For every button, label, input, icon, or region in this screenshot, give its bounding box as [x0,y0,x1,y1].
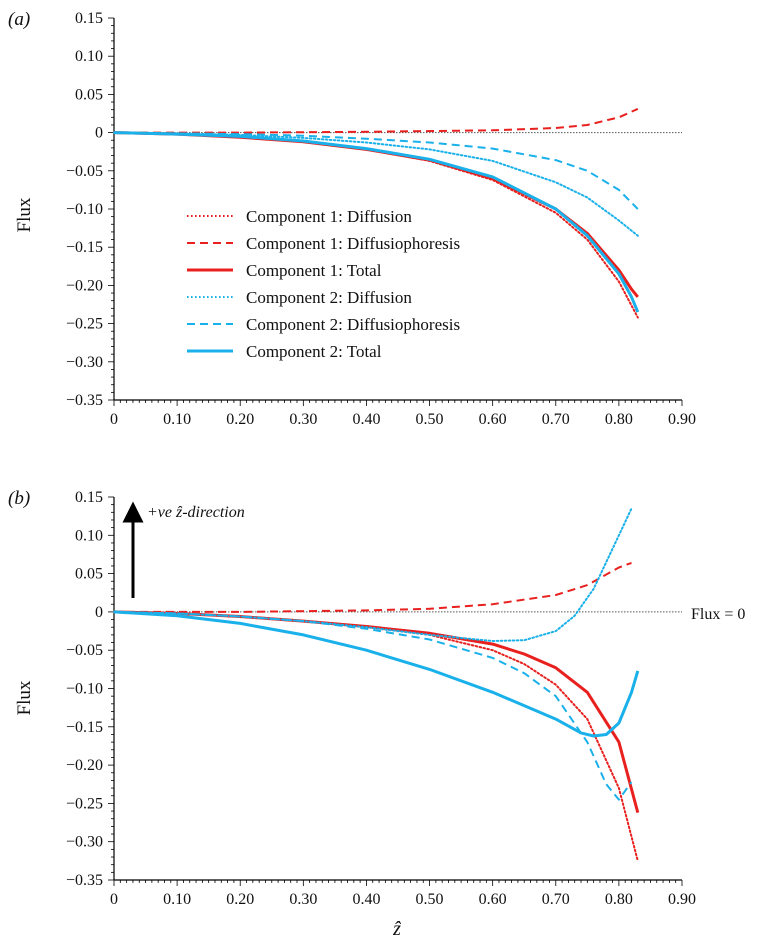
zero-flux-annotation: Flux = 0 [691,606,745,623]
series-line [113,131,640,313]
y-tick-label: −0.20 [66,277,103,294]
legend-label: Component 2: Diffusiophoresis [246,315,460,334]
legend-label: Component 1: Diffusion [246,207,412,226]
ticks-b: 0 0.10 0.20 0.30 0.40 0.50 0.60 0.70 0.80 0.90 0.1… [66,489,696,908]
y-tick-label: −0.20 [66,757,103,774]
y-tick-label: −0.05 [66,642,103,659]
direction-annotation: +ve ẑ-direction [147,504,245,521]
legend-label: Component 1: Total [246,261,382,280]
x-tick-label: 0.20 [226,411,254,428]
y-tick-label: −0.10 [66,681,103,698]
legend-label: Component 2: Total [246,342,382,361]
x-tick-label: 0.50 [416,891,444,908]
y-tick-label: −0.35 [66,872,103,889]
legend-label: Component 1: Diffusiophoresis [246,234,460,253]
series-line [114,561,632,613]
panel-a: (a) Flux 0 0.10 0.20 0.30 0.40 0.50 0.60 0.70 0.… [8,9,696,428]
x-tick-label: 0.10 [163,411,191,428]
x-tick-label: 0.30 [289,411,317,428]
ticks-a: 0 0.10 0.20 0.30 0.40 0.50 0.60 0.70 0.80 0.90 0.1… [66,10,696,428]
panel-b: (b) Flux ẑ 0 0.10 0.20 0.30 0.40 0.50 0.60 0.70… [8,488,745,940]
y-axis-label: Flux [14,197,35,232]
x-axis-label: ẑ [392,918,401,940]
x-tick-label: 0.40 [352,891,380,908]
y-tick-label: −0.30 [66,354,103,371]
series-line [113,131,639,210]
panel-label: (b) [8,488,30,509]
x-tick-label: 0.80 [605,891,633,908]
x-tick-label: 0.40 [352,411,380,428]
y-tick-label: −0.10 [66,201,103,218]
y-tick-label: 0.10 [75,48,103,65]
y-tick-label: −0.15 [66,239,103,256]
axes-b [108,496,683,886]
y-axis-label: Flux [14,680,35,715]
x-tick-label: 0.60 [479,891,507,908]
series-line [114,107,639,134]
y-tick-label: −0.30 [66,834,103,851]
x-tick-label: 0.30 [289,891,317,908]
y-tick-label: −0.25 [66,316,103,333]
series-b [113,507,640,862]
x-tick-label: 0.60 [479,411,507,428]
series-a [113,107,640,319]
series-line [113,610,640,813]
series-line [113,610,639,862]
y-tick-label: 0 [95,125,103,142]
x-tick-label: 0.90 [668,411,696,428]
y-tick-label: −0.05 [66,163,103,180]
y-tick-label: −0.25 [66,795,103,812]
y-tick-label: 0.05 [75,86,103,103]
legend-label: Component 2: Diffusion [246,288,412,307]
y-tick-label: 0.10 [75,527,103,544]
x-tick-label: 0.20 [226,891,254,908]
x-tick-label: 0.70 [542,891,570,908]
y-tick-label: −0.35 [66,392,103,409]
y-tick-label: −0.15 [66,719,103,736]
y-tick-label: 0 [95,604,103,621]
axes-a [108,17,683,406]
y-tick-label: 0.15 [75,489,103,506]
x-tick-label: 0.90 [668,891,696,908]
y-tick-label: 0.05 [75,566,103,583]
y-tick-label: 0.15 [75,10,103,27]
x-tick-label: 0.50 [416,411,444,428]
x-tick-label: 0 [110,891,118,908]
x-tick-label: 0 [110,411,118,428]
series-line [113,507,633,642]
panel-label: (a) [8,9,30,30]
legend: Component 1: Diffusion Component 1: Diffu… [187,207,460,361]
series-line [113,610,633,801]
series-line [113,610,640,738]
x-tick-label: 0.80 [605,411,633,428]
x-tick-label: 0.10 [163,891,191,908]
x-tick-label: 0.70 [542,411,570,428]
